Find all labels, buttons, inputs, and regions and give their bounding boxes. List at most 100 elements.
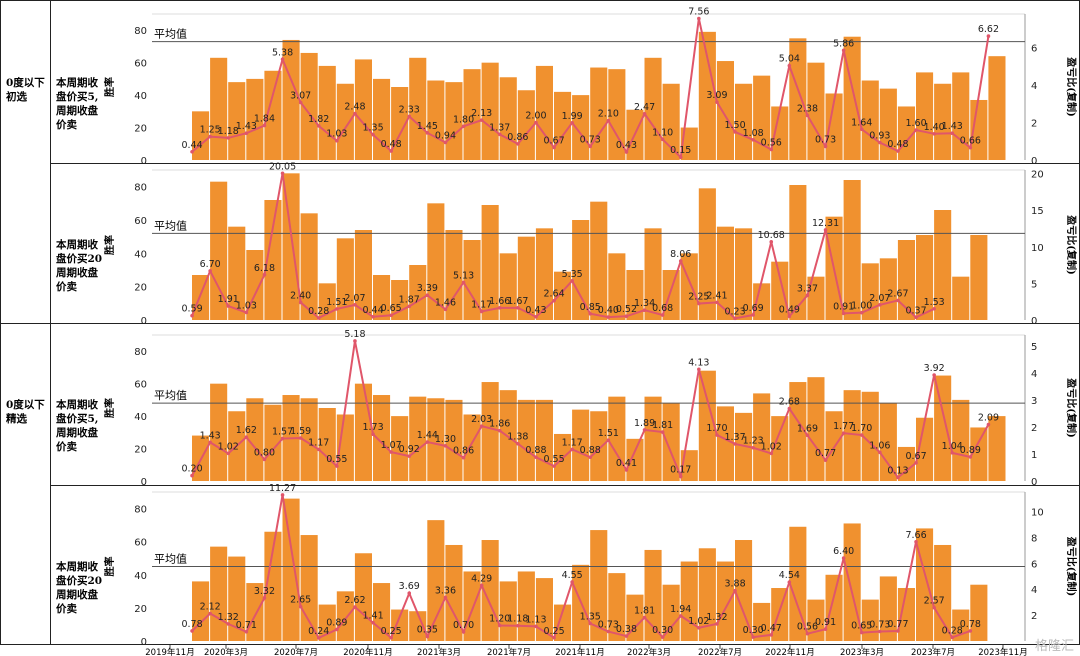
- bar: [246, 583, 264, 641]
- ratio-data-label: 1.43: [200, 430, 221, 441]
- y2-tick-label: 0: [1031, 156, 1037, 167]
- ratio-data-label: 0.44: [181, 140, 202, 151]
- ratio-point: [443, 307, 448, 312]
- y2-tick-label: 20: [1031, 170, 1044, 181]
- bar: [210, 546, 228, 641]
- y-tick-label: 60: [134, 380, 147, 391]
- bar: [264, 531, 282, 641]
- ratio-point: [425, 293, 430, 297]
- ratio-data-label: 0.56: [761, 138, 782, 149]
- ratio-point: [208, 611, 212, 616]
- bar: [644, 549, 662, 641]
- ratio-data-label: 1.86: [489, 419, 510, 430]
- ratio-point: [968, 455, 973, 459]
- ratio-data-label: 0.68: [652, 303, 673, 314]
- ratio-data-label: 2.10: [598, 109, 619, 120]
- bar: [861, 263, 879, 320]
- row-label-3: 本周期收 盘价买5, 周期收盘 价卖: [56, 399, 99, 453]
- x-tick-label: 2019年11月: [145, 647, 194, 656]
- bar: [680, 561, 698, 641]
- ratio-point: [878, 450, 882, 455]
- ratio-data-label: 0.89: [960, 445, 981, 456]
- average-label: 平均值: [154, 553, 187, 566]
- ratio-line: [191, 173, 935, 320]
- bar: [517, 90, 535, 160]
- ratio-point: [280, 171, 285, 176]
- y-axis-label: 胜率: [103, 557, 116, 578]
- ratio-point: [371, 132, 375, 137]
- bar: [409, 611, 427, 641]
- bar: [988, 56, 1006, 160]
- bar: [481, 62, 499, 160]
- ratio-point: [678, 155, 683, 159]
- ratio-data-label: 2.33: [399, 104, 420, 115]
- ratio-data-label: 1.35: [362, 123, 383, 134]
- y2-tick-label: 2: [1031, 119, 1037, 130]
- bar: [463, 414, 481, 481]
- bar: [662, 270, 680, 320]
- ratio-point: [697, 16, 701, 21]
- bar: [934, 83, 952, 160]
- ratio-data-label: 2.13: [471, 108, 492, 119]
- ratio-data-label: 0.20: [181, 464, 202, 475]
- bar: [716, 226, 734, 320]
- ratio-data-label: 1.17: [562, 437, 583, 448]
- row-label-1: 本周期收 盘价买5, 周期收盘 价卖: [56, 77, 99, 131]
- bar: [445, 399, 463, 481]
- ratio-data-label: 11.27: [269, 483, 296, 494]
- bar: [698, 31, 716, 160]
- ratio-data-label: 1.04: [942, 441, 963, 452]
- bar: [680, 450, 698, 481]
- bar: [934, 375, 952, 481]
- ratio-point: [823, 627, 828, 632]
- ratio-point: [479, 424, 484, 428]
- ratio-point: [841, 431, 846, 435]
- average-label: 平均值: [154, 28, 187, 41]
- ratio-point: [316, 447, 321, 452]
- ratio-point: [425, 131, 430, 135]
- ratio-point: [878, 629, 882, 634]
- bar: [427, 203, 445, 320]
- ratio-point: [479, 583, 484, 588]
- ratio-point: [389, 149, 393, 153]
- bar: [246, 78, 264, 160]
- y2-axis-label: 盈亏比(复制): [1065, 56, 1078, 116]
- ratio-point: [570, 447, 574, 452]
- bar: [499, 77, 517, 160]
- y-tick-label: 80: [134, 183, 147, 194]
- ratio-point: [660, 137, 665, 142]
- ratio-point: [516, 305, 520, 310]
- ratio-data-label: 0.49: [779, 304, 800, 315]
- ratio-point: [425, 634, 430, 639]
- ratio-point: [244, 630, 249, 634]
- bar: [861, 391, 879, 481]
- ratio-point: [986, 422, 991, 427]
- bar: [300, 213, 318, 320]
- bar: [644, 57, 662, 160]
- y2-tick-label: 0: [1031, 477, 1037, 488]
- bar: [698, 548, 716, 641]
- ratio-data-label: 1.94: [670, 604, 691, 615]
- bar: [843, 390, 861, 481]
- bar: [662, 83, 680, 160]
- ratio-data-label: 1.41: [362, 611, 383, 622]
- ratio-point: [606, 438, 611, 442]
- ratio-point: [190, 313, 194, 318]
- ratio-data-label: 5.04: [779, 54, 800, 65]
- ratio-point: [606, 629, 611, 634]
- ratio-point: [859, 127, 864, 132]
- bar: [517, 571, 535, 641]
- bar: [590, 67, 608, 160]
- ratio-data-label: 1.73: [362, 422, 383, 433]
- ratio-data-label: 0.41: [616, 458, 637, 469]
- bar: [427, 398, 445, 481]
- ratio-data-label: 0.80: [254, 447, 275, 458]
- ratio-data-label: 1.46: [435, 297, 456, 308]
- bar: [554, 271, 572, 320]
- bar: [644, 396, 662, 481]
- ratio-data-label: 2.00: [525, 111, 546, 122]
- ratio-point: [841, 556, 846, 560]
- bar: [934, 544, 952, 641]
- ratio-data-label: 1.99: [562, 111, 583, 122]
- bar: [608, 253, 626, 320]
